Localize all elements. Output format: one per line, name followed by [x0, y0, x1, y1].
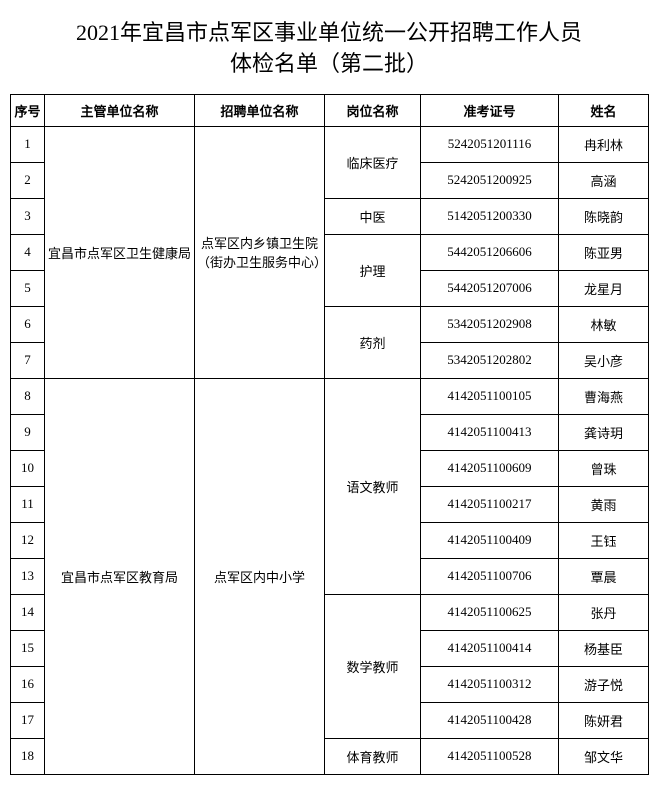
cell-ticket: 5442051206606 [421, 234, 559, 270]
cell-dept: 宜昌市点军区教育局 [45, 378, 195, 774]
cell-position: 体育教师 [325, 738, 421, 774]
cell-ticket: 4142051100413 [421, 414, 559, 450]
cell-dept: 宜昌市点军区卫生健康局 [45, 126, 195, 378]
cell-ticket: 4142051100528 [421, 738, 559, 774]
cell-ticket: 5342051202908 [421, 306, 559, 342]
cell-ticket: 5242051201116 [421, 126, 559, 162]
col-dept: 主管单位名称 [45, 94, 195, 126]
cell-person: 游子悦 [559, 666, 649, 702]
cell-person: 杨基臣 [559, 630, 649, 666]
cell-seq: 4 [11, 234, 45, 270]
cell-seq: 14 [11, 594, 45, 630]
cell-seq: 7 [11, 342, 45, 378]
cell-unit: 点军区内中小学 [195, 378, 325, 774]
col-ticket: 准考证号 [421, 94, 559, 126]
cell-ticket: 4142051100609 [421, 450, 559, 486]
cell-person: 吴小彦 [559, 342, 649, 378]
cell-position: 中医 [325, 198, 421, 234]
title-line-2: 体检名单（第二批） [230, 51, 428, 76]
cell-seq: 6 [11, 306, 45, 342]
col-pos: 岗位名称 [325, 94, 421, 126]
cell-seq: 1 [11, 126, 45, 162]
cell-position: 临床医疗 [325, 126, 421, 198]
cell-person: 林敏 [559, 306, 649, 342]
cell-person: 冉利林 [559, 126, 649, 162]
cell-person: 邹文华 [559, 738, 649, 774]
cell-seq: 10 [11, 450, 45, 486]
cell-ticket: 5242051200925 [421, 162, 559, 198]
cell-person: 覃晨 [559, 558, 649, 594]
cell-person: 王钰 [559, 522, 649, 558]
cell-ticket: 4142051100409 [421, 522, 559, 558]
cell-person: 陈晓韵 [559, 198, 649, 234]
cell-seq: 17 [11, 702, 45, 738]
cell-ticket: 4142051100312 [421, 666, 559, 702]
table-header-row: 序号 主管单位名称 招聘单位名称 岗位名称 准考证号 姓名 [11, 94, 649, 126]
cell-seq: 16 [11, 666, 45, 702]
col-unit: 招聘单位名称 [195, 94, 325, 126]
cell-ticket: 5342051202802 [421, 342, 559, 378]
cell-ticket: 5142051200330 [421, 198, 559, 234]
cell-person: 陈亚男 [559, 234, 649, 270]
cell-seq: 13 [11, 558, 45, 594]
cell-seq: 11 [11, 486, 45, 522]
cell-person: 龙星月 [559, 270, 649, 306]
cell-ticket: 5442051207006 [421, 270, 559, 306]
cell-unit: 点军区内乡镇卫生院（街办卫生服务中心） [195, 126, 325, 378]
cell-person: 黄雨 [559, 486, 649, 522]
cell-ticket: 4142051100706 [421, 558, 559, 594]
cell-person: 陈妍君 [559, 702, 649, 738]
cell-person: 高涵 [559, 162, 649, 198]
cell-position: 语文教师 [325, 378, 421, 594]
cell-seq: 3 [11, 198, 45, 234]
cell-position: 护理 [325, 234, 421, 306]
table-row: 8宜昌市点军区教育局点军区内中小学语文教师4142051100105曹海燕 [11, 378, 649, 414]
roster-table: 序号 主管单位名称 招聘单位名称 岗位名称 准考证号 姓名 1宜昌市点军区卫生健… [10, 94, 649, 775]
cell-seq: 18 [11, 738, 45, 774]
cell-seq: 8 [11, 378, 45, 414]
col-name: 姓名 [559, 94, 649, 126]
cell-seq: 15 [11, 630, 45, 666]
cell-ticket: 4142051100217 [421, 486, 559, 522]
cell-person: 曾珠 [559, 450, 649, 486]
page-title: 2021年宜昌市点军区事业单位统一公开招聘工作人员 体检名单（第二批） [10, 18, 648, 80]
cell-ticket: 4142051100105 [421, 378, 559, 414]
cell-position: 数学教师 [325, 594, 421, 738]
cell-seq: 5 [11, 270, 45, 306]
cell-seq: 12 [11, 522, 45, 558]
cell-person: 曹海燕 [559, 378, 649, 414]
cell-person: 张丹 [559, 594, 649, 630]
cell-ticket: 4142051100428 [421, 702, 559, 738]
cell-ticket: 4142051100414 [421, 630, 559, 666]
table-body: 1宜昌市点军区卫生健康局点军区内乡镇卫生院（街办卫生服务中心）临床医疗52420… [11, 126, 649, 774]
cell-person: 龚诗玥 [559, 414, 649, 450]
cell-ticket: 4142051100625 [421, 594, 559, 630]
table-row: 1宜昌市点军区卫生健康局点军区内乡镇卫生院（街办卫生服务中心）临床医疗52420… [11, 126, 649, 162]
cell-position: 药剂 [325, 306, 421, 378]
col-seq: 序号 [11, 94, 45, 126]
cell-seq: 9 [11, 414, 45, 450]
title-line-1: 2021年宜昌市点军区事业单位统一公开招聘工作人员 [76, 20, 582, 45]
cell-seq: 2 [11, 162, 45, 198]
